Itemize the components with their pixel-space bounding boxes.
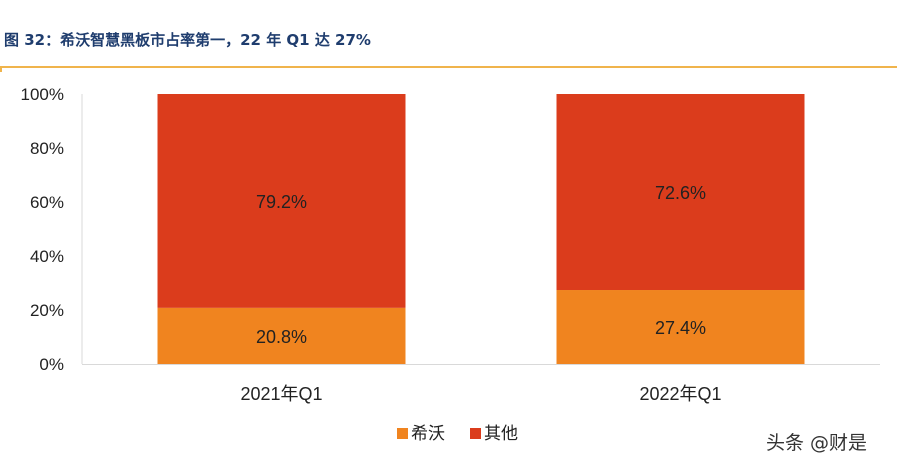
y-tick-label: 60% bbox=[30, 193, 64, 212]
x-category-label: 2022年Q1 bbox=[639, 384, 721, 404]
bar-segment bbox=[157, 307, 406, 364]
data-label: 27.4% bbox=[655, 318, 706, 338]
y-tick-label: 0% bbox=[39, 355, 64, 374]
y-tick-label: 80% bbox=[30, 139, 64, 158]
bar-segment bbox=[556, 290, 805, 364]
data-label: 79.2% bbox=[256, 192, 307, 212]
legend: 希沃 其他 bbox=[397, 424, 518, 444]
bars bbox=[157, 94, 805, 364]
legend-swatch bbox=[470, 428, 481, 439]
y-tick-label: 20% bbox=[30, 301, 64, 320]
axes: 0% 20% 40% 60% 80% 100% 2021年Q1 2022年Q1 bbox=[21, 85, 880, 404]
y-tick-label: 40% bbox=[30, 247, 64, 266]
legend-label: 其他 bbox=[484, 424, 518, 444]
title-divider-tick bbox=[0, 66, 2, 72]
data-label: 20.8% bbox=[256, 327, 307, 347]
y-tick-label: 100% bbox=[21, 85, 64, 104]
title-divider bbox=[0, 66, 897, 68]
bar-segment bbox=[157, 94, 406, 308]
chart-title: 图 32：希沃智慧黑板市占率第一，22 年 Q1 达 27% bbox=[4, 31, 371, 49]
data-label: 72.6% bbox=[655, 183, 706, 203]
legend-label: 希沃 bbox=[411, 424, 445, 444]
legend-swatch bbox=[397, 428, 408, 439]
data-labels: 20.8% 79.2% 27.4% 72.6% bbox=[256, 183, 706, 347]
watermark: 头条 @财是 bbox=[766, 432, 868, 454]
bar-segment bbox=[556, 94, 805, 291]
x-category-label: 2021年Q1 bbox=[240, 384, 322, 404]
